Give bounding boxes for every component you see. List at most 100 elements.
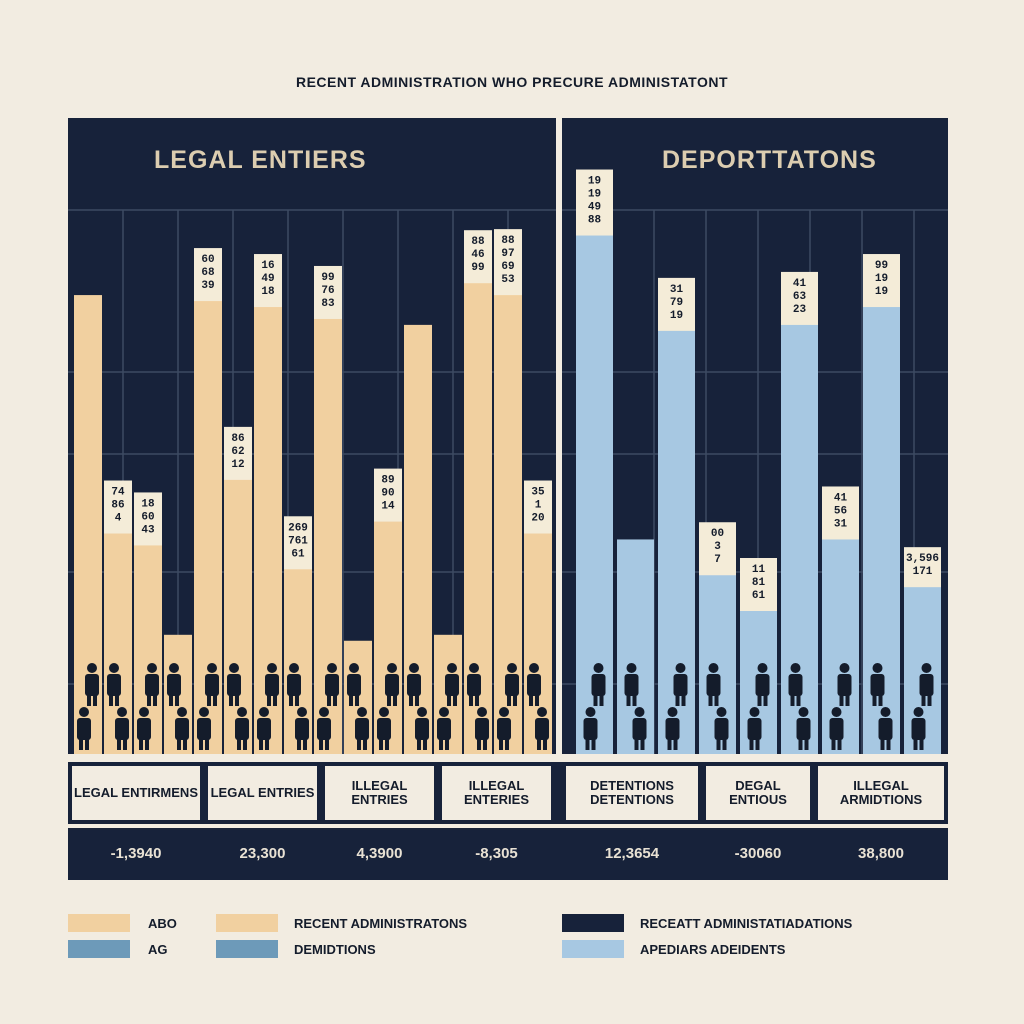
person-icon (79, 738, 83, 750)
person-icon (624, 674, 639, 696)
person-icon (675, 663, 686, 673)
person-icon (333, 694, 337, 706)
bar-label-group: 88 97 69 53 (494, 229, 522, 296)
people-icon-group (829, 663, 852, 750)
person-icon (87, 694, 91, 706)
person-icon (927, 694, 932, 706)
person-icon (477, 738, 481, 750)
person-icon (755, 738, 760, 750)
person-icon (417, 738, 421, 750)
person-icon (839, 663, 850, 673)
person-icon (467, 674, 481, 696)
person-icon (445, 674, 459, 696)
person-icon (357, 738, 361, 750)
data-label: 99 19 19 (875, 260, 888, 298)
person-icon (417, 707, 427, 717)
people-icon-group (527, 663, 549, 750)
person-icon (295, 694, 299, 706)
people-icon-group (197, 663, 219, 750)
person-icon (535, 718, 549, 740)
person-icon (257, 718, 271, 740)
legend-swatch (216, 940, 278, 958)
person-icon (911, 718, 926, 740)
person-icon (716, 707, 727, 717)
bar-label-group: 18 60 43 (134, 492, 162, 546)
table-value-cell: 38,800 (858, 845, 904, 863)
person-icon (788, 674, 803, 696)
bar-label-group: 31 79 19 (658, 277, 695, 331)
bar-label-box (904, 547, 941, 588)
person-icon (205, 674, 219, 696)
person-icon (295, 718, 309, 740)
data-label: 00 3 7 (711, 528, 724, 566)
data-label: 86 62 12 (231, 433, 244, 471)
person-icon (913, 707, 924, 717)
person-icon (207, 663, 217, 673)
bar-label-group: 89 90 14 (374, 468, 402, 522)
person-icon (327, 694, 331, 706)
person-icon (583, 718, 598, 740)
person-icon (415, 718, 429, 740)
person-icon (497, 718, 511, 740)
bar-label-group: 35 1 20 (524, 480, 552, 534)
person-icon (919, 674, 934, 696)
person-icon (722, 738, 727, 750)
data-label: 269 761 61 (288, 522, 308, 560)
person-icon (632, 718, 647, 740)
person-icon (229, 663, 239, 673)
bar-label-box (494, 229, 522, 296)
person-icon (499, 738, 503, 750)
person-icon (757, 663, 768, 673)
people-icon-group (437, 663, 459, 750)
legend-label: DEMIDTIONS (294, 942, 376, 957)
person-icon (445, 738, 449, 750)
person-icon (177, 738, 181, 750)
legend-swatch (562, 940, 624, 958)
person-icon (681, 694, 686, 706)
people-icon-group (747, 663, 770, 750)
person-icon (708, 694, 713, 706)
person-icon (591, 674, 606, 696)
people-icon-group (788, 663, 811, 750)
person-icon (265, 738, 269, 750)
person-icon (634, 707, 645, 717)
summary-table-header: LEGAL ENTIRMENS LEGAL ENTRIES ILLEGAL EN… (68, 762, 948, 824)
person-icon (363, 738, 367, 750)
person-icon (319, 738, 323, 750)
person-icon (886, 738, 891, 750)
person-icon (667, 707, 678, 717)
table-value-cell: 4,3900 (356, 845, 403, 863)
chart-title: RECENT ADMINISTRATION WHO PRECURE ADMINI… (295, 74, 729, 90)
person-icon (87, 663, 97, 673)
people-icon-group (287, 663, 309, 750)
person-icon (393, 694, 397, 706)
person-icon (477, 707, 487, 717)
people-icon-group (227, 663, 249, 750)
person-icon (505, 738, 509, 750)
person-icon (377, 718, 391, 740)
person-icon (634, 738, 639, 750)
person-icon (673, 738, 678, 750)
legend-label: RECEATT ADMINISTATIADATIONS (640, 916, 853, 931)
person-icon (85, 738, 89, 750)
bar-label-box (658, 277, 695, 331)
person-icon (469, 694, 473, 706)
person-icon (107, 674, 121, 696)
person-icon (675, 694, 680, 706)
bar-label-group: 99 19 19 (863, 254, 900, 308)
data-label: 41 63 23 (793, 278, 807, 316)
person-icon (585, 738, 590, 750)
person-icon (77, 718, 91, 740)
person-icon (505, 674, 519, 696)
bar-label-group: 60 68 39 (194, 248, 222, 302)
person-icon (79, 707, 89, 717)
person-icon (475, 694, 479, 706)
person-icon (147, 694, 151, 706)
people-icon-group (624, 663, 647, 750)
person-icon (167, 674, 181, 696)
person-icon (632, 694, 637, 706)
person-icon (325, 674, 339, 696)
bar (822, 533, 859, 754)
bar-label-box (224, 426, 252, 480)
person-icon (139, 738, 143, 750)
